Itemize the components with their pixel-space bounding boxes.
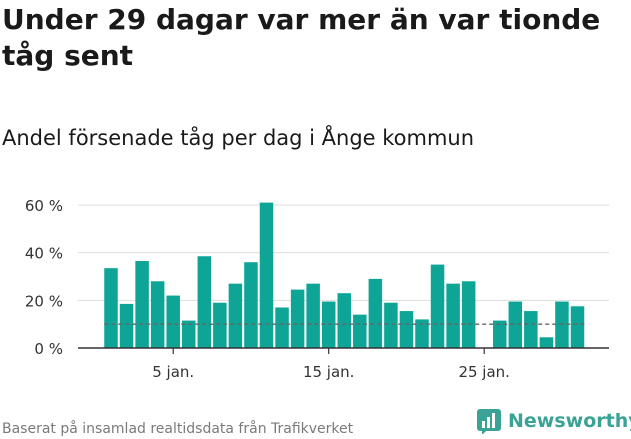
bar (337, 293, 351, 348)
bar (353, 314, 367, 348)
y-tick-label: 60 % (25, 197, 63, 215)
chart-title: Under 29 dagar var mer än var tionde tåg… (2, 3, 601, 72)
bar (166, 295, 180, 348)
bar (461, 281, 476, 348)
bar (228, 283, 243, 348)
bar (244, 262, 258, 348)
bar-chart: 0 % 20 % 40 % 60 % 5 jan. 15 jan. 25 jan. (25, 197, 609, 381)
brand-name: Newsworthy (508, 410, 631, 432)
x-tick-label: 25 jan. (458, 363, 510, 381)
bar (430, 264, 445, 348)
y-tick-label: 40 % (25, 245, 63, 263)
bar (493, 320, 507, 348)
bar (135, 261, 149, 348)
source-note: Baserat på insamlad realtidsdata från Tr… (2, 421, 354, 437)
bar (399, 311, 414, 348)
bar (446, 283, 460, 348)
bar (119, 303, 134, 348)
bar (150, 281, 165, 348)
bar (570, 306, 585, 348)
bar (259, 202, 274, 348)
bar (306, 283, 320, 348)
bar (213, 302, 227, 348)
bar (415, 319, 429, 348)
bar-chart-logo-icon (477, 409, 501, 434)
brand-logo: Newsworthy (476, 408, 631, 434)
bar (197, 256, 212, 348)
bar (524, 311, 538, 348)
x-tick-label: 5 jan. (152, 363, 194, 381)
bar (508, 301, 523, 348)
x-tick-label: 15 jan. (303, 363, 355, 381)
y-tick-label: 20 % (25, 292, 63, 310)
chart-subtitle: Andel försenade tåg per dag i Ånge kommu… (2, 126, 475, 150)
bar (290, 289, 305, 348)
bar (368, 278, 383, 348)
bar (384, 302, 398, 348)
y-tick-label: 0 % (34, 340, 63, 358)
bar (104, 268, 118, 348)
bar (539, 337, 554, 348)
bar (182, 320, 196, 348)
bar (275, 307, 289, 348)
